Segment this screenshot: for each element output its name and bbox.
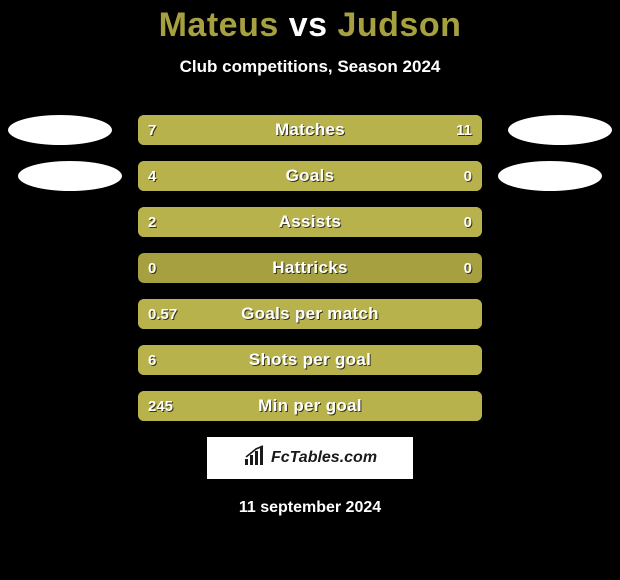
player2-name: Judson bbox=[337, 6, 461, 44]
stat-row: Assists2 0 bbox=[138, 207, 482, 237]
stat-value-left: 245 bbox=[148, 391, 173, 421]
subtitle: Club competitions, Season 2024 bbox=[0, 57, 620, 77]
stat-label: Shots per goal bbox=[138, 345, 482, 375]
player2-oval bbox=[498, 161, 602, 191]
stat-row: Shots per goal6 bbox=[138, 345, 482, 375]
stat-row: Hattricks0 0 bbox=[138, 253, 482, 283]
stat-label: Goals per match bbox=[138, 299, 482, 329]
stat-label: Matches bbox=[138, 115, 482, 145]
stat-value-right: 0 bbox=[464, 161, 472, 191]
brand-text: FcTables.com bbox=[271, 449, 377, 467]
stat-row: Matches7 11 bbox=[138, 115, 482, 145]
page-title: Mateus vs Judson bbox=[0, 0, 620, 45]
stat-label: Hattricks bbox=[138, 253, 482, 283]
stat-label: Assists bbox=[138, 207, 482, 237]
stat-value-left: 0.57 bbox=[148, 299, 177, 329]
stat-label: Min per goal bbox=[138, 391, 482, 421]
stat-value-right: 0 bbox=[464, 207, 472, 237]
stat-bars: Matches711Goals40Assists20Hattricks00Goa… bbox=[138, 115, 482, 421]
stat-row: Goals per match0.57 bbox=[138, 299, 482, 329]
player1-name: Mateus bbox=[159, 6, 279, 44]
brand-icon bbox=[243, 445, 267, 472]
player2-oval bbox=[508, 115, 612, 145]
stat-label: Goals bbox=[138, 161, 482, 191]
stat-value-left: 4 bbox=[148, 161, 156, 191]
date-text: 11 september 2024 bbox=[0, 499, 620, 517]
stat-value-left: 6 bbox=[148, 345, 156, 375]
stat-value-left: 0 bbox=[148, 253, 156, 283]
stats-arena: Matches711Goals40Assists20Hattricks00Goa… bbox=[0, 115, 620, 421]
comparison-card: Mateus vs Judson Club competitions, Seas… bbox=[0, 0, 620, 580]
vs-separator: vs bbox=[289, 6, 328, 44]
stat-value-left: 7 bbox=[148, 115, 156, 145]
stat-row: Goals4 0 bbox=[138, 161, 482, 191]
brand-badge: FcTables.com bbox=[207, 437, 413, 479]
stat-value-left: 2 bbox=[148, 207, 156, 237]
player1-oval bbox=[18, 161, 122, 191]
stat-row: Min per goal245 bbox=[138, 391, 482, 421]
player1-oval bbox=[8, 115, 112, 145]
stat-value-right: 11 bbox=[456, 115, 472, 145]
stat-value-right: 0 bbox=[464, 253, 472, 283]
